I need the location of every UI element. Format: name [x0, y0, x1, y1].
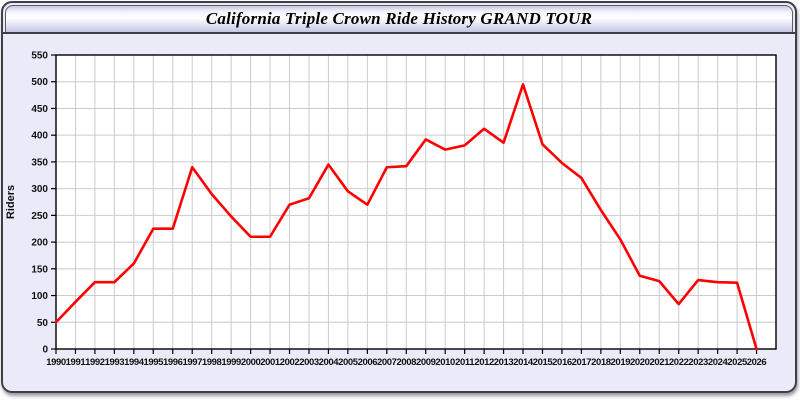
x-tick-label: 1995	[144, 357, 165, 368]
y-tick-label: 100	[31, 291, 48, 302]
x-tick-label: 1991	[66, 357, 87, 368]
x-tick-label: 2026	[747, 357, 767, 368]
app-window: California Triple Crown Ride History GRA…	[1, 1, 797, 393]
y-tick-label: 0	[42, 345, 48, 356]
title-bar: California Triple Crown Ride History GRA…	[3, 3, 795, 34]
x-tick-label: 2012	[474, 357, 494, 368]
x-tick-label: 2019	[611, 357, 631, 368]
x-tick-label: 2018	[591, 357, 611, 368]
plot-frame	[55, 54, 777, 350]
x-tick-label: 2020	[630, 357, 650, 368]
x-tick-label: 2013	[494, 357, 514, 368]
y-tick-label: 50	[37, 318, 49, 329]
y-tick-label: 500	[31, 77, 48, 88]
x-tick-label: 2024	[708, 357, 729, 368]
x-tick-label: 1998	[202, 357, 222, 368]
x-tick-label: 2011	[455, 357, 475, 368]
x-tick-label: 1992	[85, 357, 105, 368]
y-axis-title: Riders	[5, 185, 17, 219]
y-tick-label: 350	[31, 157, 48, 168]
y-tick-label: 550	[31, 51, 48, 62]
y-tick-label: 300	[31, 184, 48, 195]
x-tick-label: 2010	[435, 357, 455, 368]
x-tick-label: 2003	[299, 357, 319, 368]
x-tick-label: 2005	[338, 357, 359, 368]
x-tick-label: 2008	[396, 357, 416, 368]
y-tick-label: 450	[31, 104, 48, 115]
x-tick-label: 2006	[358, 357, 378, 368]
x-tick-label: 2000	[241, 357, 261, 368]
riders-series-line	[54, 83, 758, 351]
x-tick-label: 2021	[649, 357, 670, 368]
x-tick-label: 2004	[319, 357, 340, 368]
x-tick-label: 2001	[260, 357, 281, 368]
x-tick-label: 2017	[572, 357, 592, 368]
x-tick-label: 2023	[688, 357, 708, 368]
plot-background	[56, 55, 776, 349]
x-tick-label: 2025	[727, 357, 748, 368]
x-tick-label: 2014	[513, 357, 534, 368]
x-tick-label: 1997	[182, 357, 202, 368]
x-tick-label: 1996	[163, 357, 183, 368]
x-tick-label: 2007	[377, 357, 397, 368]
x-tick-label: 2016	[552, 357, 572, 368]
y-tick-label: 250	[31, 211, 48, 222]
x-tick-label: 2009	[416, 357, 436, 368]
x-tick-label: 1994	[124, 357, 145, 368]
title-pill: California Triple Crown Ride History GRA…	[5, 5, 793, 32]
y-tick-label: 400	[31, 131, 48, 142]
y-tick-label: 150	[31, 264, 48, 275]
x-tick-label: 2015	[533, 357, 554, 368]
chart-area: 0 50 100 150 200 250 300 350 400 450 500 550 1990 199…	[3, 34, 795, 390]
page-title: California Triple Crown Ride History GRA…	[205, 9, 593, 28]
x-tick-label: 1990	[46, 357, 66, 368]
y-tick-label: 200	[31, 238, 48, 249]
x-tick-label: 2002	[280, 357, 300, 368]
x-tick-label: 2022	[669, 357, 689, 368]
x-tick-label: 1999	[221, 357, 241, 368]
x-tick-label: 1993	[105, 357, 125, 368]
